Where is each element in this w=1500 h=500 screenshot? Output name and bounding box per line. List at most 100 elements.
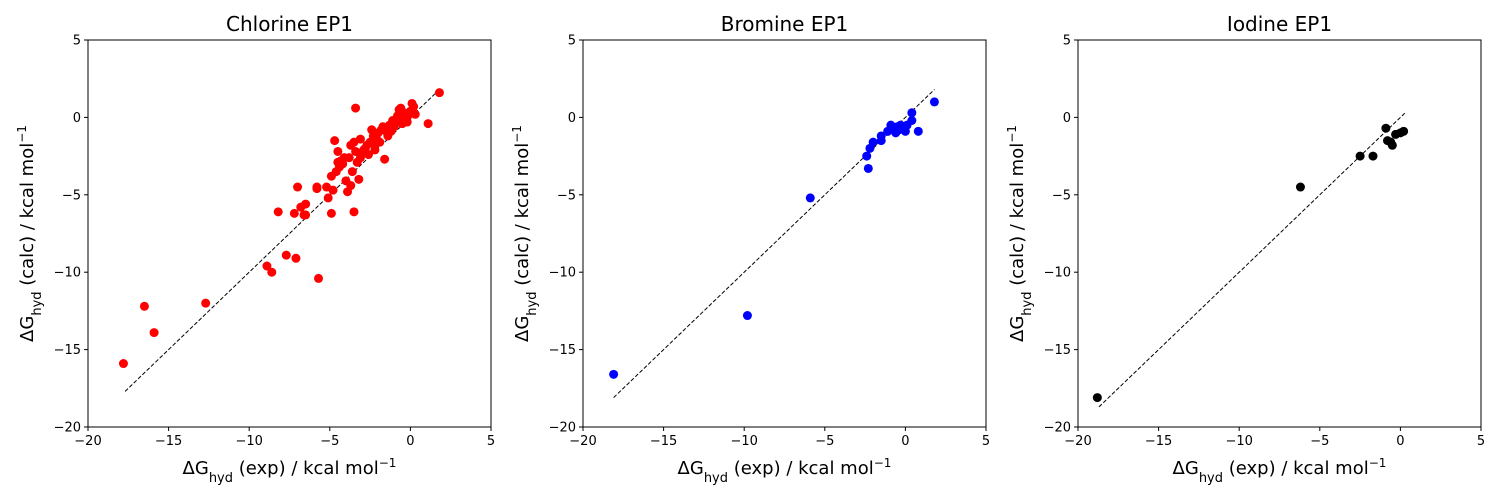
data-point — [262, 261, 272, 271]
data-point — [863, 163, 873, 173]
data-point — [355, 134, 365, 144]
y-axis-label: ΔGhyd (calc) / kcal mol−1 — [15, 125, 45, 342]
data-point — [333, 146, 343, 156]
data-point — [862, 151, 872, 161]
plot-frame — [87, 39, 492, 428]
y-tick-label: −5 — [557, 188, 576, 203]
y-axis-label-main: ΔG — [17, 316, 38, 342]
x-tick-label: 5 — [1477, 434, 1485, 449]
x-axis-label-subscript: hyd — [209, 471, 233, 486]
y-tick-label: −20 — [54, 421, 81, 436]
y-tick-label: −15 — [1044, 343, 1071, 358]
data-point — [267, 267, 277, 277]
data-point — [1387, 140, 1397, 150]
data-point — [1368, 151, 1378, 161]
data-point — [434, 88, 444, 98]
data-point — [291, 253, 301, 263]
y-tick-label: −10 — [54, 266, 81, 281]
data-point — [330, 136, 340, 146]
y-axis-label-superscript: −1 — [1005, 125, 1019, 143]
data-point — [868, 137, 878, 147]
y-tick-label: −5 — [62, 188, 81, 203]
data-point — [349, 207, 359, 217]
data-point — [609, 369, 619, 379]
x-tick-label: −20 — [1064, 434, 1091, 449]
data-point — [201, 298, 211, 308]
x-axis-label-main: ΔG — [1173, 458, 1199, 479]
plot-frame — [582, 39, 987, 428]
diagonal-reference-line — [613, 89, 935, 398]
data-point — [139, 301, 149, 311]
data-point — [289, 208, 299, 218]
data-point — [293, 182, 303, 192]
data-point — [301, 210, 311, 220]
chart-panel-1: Chlorine EP1 −20 −15 −10 −5 0 5 −20 −15 −10 −5 0 5 ΔG… — [15, 12, 495, 486]
x-axis-label-unit: (exp) / kcal mol — [233, 458, 379, 479]
data-point — [314, 273, 324, 283]
x-axis-label-subscript: hyd — [1199, 471, 1223, 486]
data-point — [402, 112, 412, 122]
y-axis-label-unit: (calc) / kcal mol — [512, 143, 533, 292]
data-point — [1295, 182, 1305, 192]
y-axis-label-subscript: hyd — [525, 291, 540, 315]
chart-title: Iodine EP1 — [1227, 12, 1332, 36]
data-point — [118, 359, 128, 369]
y-axis-label: ΔGhyd (calc) / kcal mol−1 — [510, 125, 540, 342]
data-point — [929, 97, 939, 107]
data-point — [375, 137, 385, 147]
x-axis-label-superscript: −1 — [379, 456, 397, 470]
x-tick-label: −5 — [320, 434, 339, 449]
data-point — [380, 154, 390, 164]
y-axis-label-main: ΔG — [1007, 316, 1028, 342]
y-axis-label-superscript: −1 — [510, 125, 524, 143]
y-axis-label-subscript: hyd — [30, 291, 45, 315]
data-point — [351, 103, 361, 113]
x-axis-label-unit: (exp) / kcal mol — [728, 458, 874, 479]
x-axis-label-unit: (exp) / kcal mol — [1223, 458, 1369, 479]
data-point — [907, 108, 917, 118]
x-tick-label: 0 — [901, 434, 909, 449]
chart-panel-3: Iodine EP1−20 −15 −10 −5 0 5−20−15−10−505ΔGhy… — [1005, 12, 1485, 486]
x-tick-label: −10 — [235, 434, 262, 449]
x-tick-label: −10 — [730, 434, 757, 449]
data-point — [273, 207, 283, 217]
x-tick-label: 5 — [982, 434, 990, 449]
y-axis-label-unit: (calc) / kcal mol — [1007, 143, 1028, 292]
data-point — [1092, 393, 1102, 403]
data-point — [323, 193, 333, 203]
data-point — [1399, 126, 1409, 136]
x-axis-label: ΔGhyd (exp) / kcal mol−1 — [183, 456, 397, 486]
data-point — [347, 167, 357, 177]
y-tick-label: 0 — [1063, 111, 1071, 126]
x-axis-label-superscript: −1 — [1369, 456, 1387, 470]
y-tick-label: 0 — [73, 111, 81, 126]
data-point — [326, 208, 336, 218]
x-tick-label: −5 — [1310, 434, 1329, 449]
data-point — [907, 115, 917, 125]
x-tick-label: −15 — [155, 434, 182, 449]
x-axis-label: ΔGhyd (exp) / kcal mol−1 — [1173, 456, 1387, 486]
data-point — [363, 150, 373, 160]
diagonal-reference-line — [1098, 112, 1406, 408]
chart-panel-2: Bromine EP1−20 −15 −10 −5 0 5−20−15−10−505ΔGh… — [510, 12, 990, 486]
data-point — [344, 153, 354, 163]
data-point — [346, 181, 356, 191]
y-axis-label-unit: (calc) / kcal mol — [17, 143, 38, 292]
x-tick-label: 5 — [487, 434, 495, 449]
y-tick-label: −10 — [549, 266, 576, 281]
x-axis-label-main: ΔG — [678, 458, 704, 479]
x-tick-label: 0 — [406, 434, 414, 449]
plot-frame — [1077, 39, 1482, 428]
data-point — [381, 126, 391, 136]
x-tick-label: −5 — [815, 434, 834, 449]
data-point — [354, 174, 364, 184]
data-point — [913, 126, 923, 136]
y-tick-label: 0 — [568, 111, 576, 126]
data-point — [1355, 151, 1365, 161]
data-point — [301, 199, 311, 209]
y-axis-label-subscript: hyd — [1020, 291, 1035, 315]
x-tick-label: 0 — [1396, 434, 1404, 449]
y-axis-label: ΔGhyd (calc) / kcal mol−1 — [1005, 125, 1035, 342]
